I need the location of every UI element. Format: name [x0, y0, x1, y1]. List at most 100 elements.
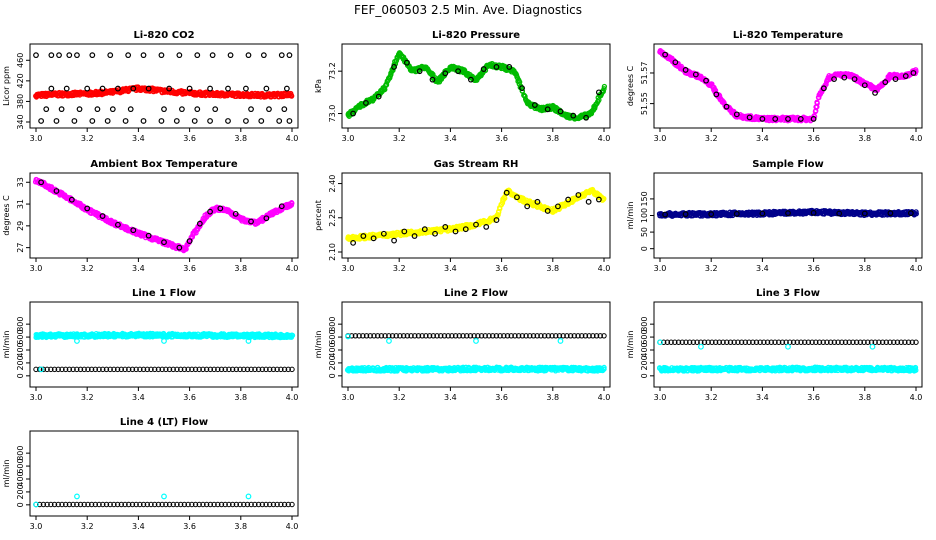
- data-series-1: [345, 333, 607, 339]
- data-point: [493, 217, 500, 223]
- data-series-3: [33, 366, 295, 373]
- data-point: [48, 52, 55, 59]
- plot-frame: [29, 172, 299, 259]
- data-point: [196, 220, 203, 227]
- x-tick-label: 3.8: [234, 264, 247, 273]
- data-point: [53, 188, 60, 194]
- data-point: [99, 213, 106, 219]
- data-series-2: [350, 189, 602, 246]
- y-tick-label: 0: [640, 373, 649, 378]
- data-point: [38, 118, 45, 124]
- data-point: [442, 224, 449, 230]
- x-tick-label: 3.2: [705, 134, 718, 143]
- data-point: [281, 106, 288, 113]
- data-point: [892, 76, 899, 83]
- data-point: [570, 112, 577, 119]
- data-point: [820, 85, 827, 92]
- x-tick-label: 4.0: [910, 134, 923, 143]
- data-point: [63, 85, 70, 92]
- data-point: [276, 118, 283, 124]
- x-tick-label: 3.4: [132, 393, 145, 402]
- data-point: [125, 52, 132, 59]
- x-tick-label: 3.6: [807, 134, 820, 143]
- data-point: [514, 194, 520, 201]
- data-point: [161, 239, 167, 246]
- data-point: [158, 52, 165, 59]
- x-tick-label: 3.6: [183, 134, 196, 143]
- data-point: [76, 106, 83, 113]
- chart-title: Li-820 Temperature: [733, 30, 843, 41]
- data-point: [161, 106, 167, 113]
- plot-frame: [341, 43, 611, 129]
- data-point: [53, 118, 60, 124]
- y-tick-label: 800: [640, 317, 649, 332]
- data-point: [109, 106, 116, 113]
- data-point: [713, 91, 720, 98]
- y-tick-label: 340: [16, 114, 25, 129]
- x-tick-label: 3.8: [858, 393, 871, 402]
- data-point: [421, 226, 428, 233]
- data-point: [84, 205, 91, 212]
- data-point: [557, 108, 564, 115]
- data-point: [286, 52, 293, 59]
- plot-frame: [29, 43, 299, 129]
- data-point: [176, 52, 183, 59]
- data-point: [158, 118, 165, 124]
- data-point: [258, 118, 265, 124]
- data-series-2: [350, 59, 602, 121]
- data-point: [493, 64, 500, 70]
- data-point: [245, 52, 252, 59]
- x-tick-label: 3.6: [807, 264, 820, 273]
- data-point: [99, 85, 106, 92]
- y-tick-label: 51.55: [640, 92, 649, 115]
- data-point: [595, 196, 602, 203]
- x-tick-label: 3.8: [234, 393, 247, 402]
- data-series-1: [33, 501, 295, 508]
- data-point: [386, 338, 392, 344]
- x-tick-label: 3.6: [807, 393, 820, 402]
- y-tick-label: 27: [16, 243, 25, 253]
- data-point: [524, 203, 531, 210]
- y-tick-label: 29: [16, 221, 25, 231]
- data-point: [473, 338, 479, 344]
- data-point: [872, 89, 878, 96]
- data-point: [375, 93, 382, 100]
- data-point: [391, 237, 397, 244]
- x-tick-label: 3.2: [393, 264, 406, 273]
- data-point: [851, 76, 858, 83]
- data-point: [455, 68, 461, 75]
- data-point: [176, 244, 183, 251]
- chart-title: Sample Flow: [752, 159, 824, 170]
- y-tick-label: 460: [16, 53, 25, 68]
- data-point: [207, 85, 213, 92]
- data-point: [583, 114, 589, 121]
- x-tick-label: 3.2: [81, 393, 94, 402]
- plot-frame: [29, 301, 299, 388]
- chart-title: Ambient Box Temperature: [90, 159, 237, 170]
- data-point: [785, 343, 791, 350]
- x-tick-label: 4.0: [286, 522, 299, 531]
- data-point: [831, 76, 837, 83]
- y-axis-label: percent: [314, 200, 323, 231]
- data-series-3: [656, 364, 919, 374]
- data-point: [416, 68, 423, 75]
- x-tick-label: 3.4: [444, 264, 457, 273]
- data-point: [672, 59, 679, 66]
- data-point: [797, 116, 804, 122]
- data-point: [278, 52, 285, 59]
- y-tick-label: 420: [16, 73, 25, 88]
- data-point: [232, 210, 239, 217]
- data-point: [225, 85, 231, 92]
- x-tick-label: 3.2: [81, 522, 94, 531]
- x-tick-label: 4.0: [598, 264, 611, 273]
- y-tick-label: 0: [16, 502, 25, 507]
- data-point: [544, 208, 551, 214]
- data-point: [248, 218, 254, 225]
- data-series-5: [38, 118, 293, 124]
- data-point: [66, 52, 73, 59]
